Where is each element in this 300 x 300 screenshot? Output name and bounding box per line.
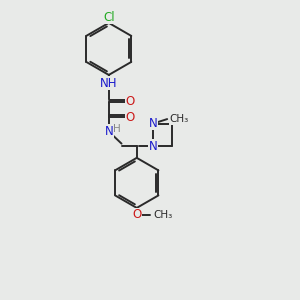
Text: N: N [104, 125, 113, 138]
Text: N: N [148, 116, 157, 130]
Text: NH: NH [100, 77, 118, 90]
Text: N: N [148, 140, 157, 153]
Text: H: H [113, 124, 121, 134]
Text: Cl: Cl [103, 11, 115, 23]
Text: O: O [132, 208, 141, 221]
Text: CH₃: CH₃ [169, 114, 189, 124]
Text: CH₃: CH₃ [153, 210, 172, 220]
Text: O: O [125, 111, 134, 124]
Text: O: O [125, 95, 134, 108]
